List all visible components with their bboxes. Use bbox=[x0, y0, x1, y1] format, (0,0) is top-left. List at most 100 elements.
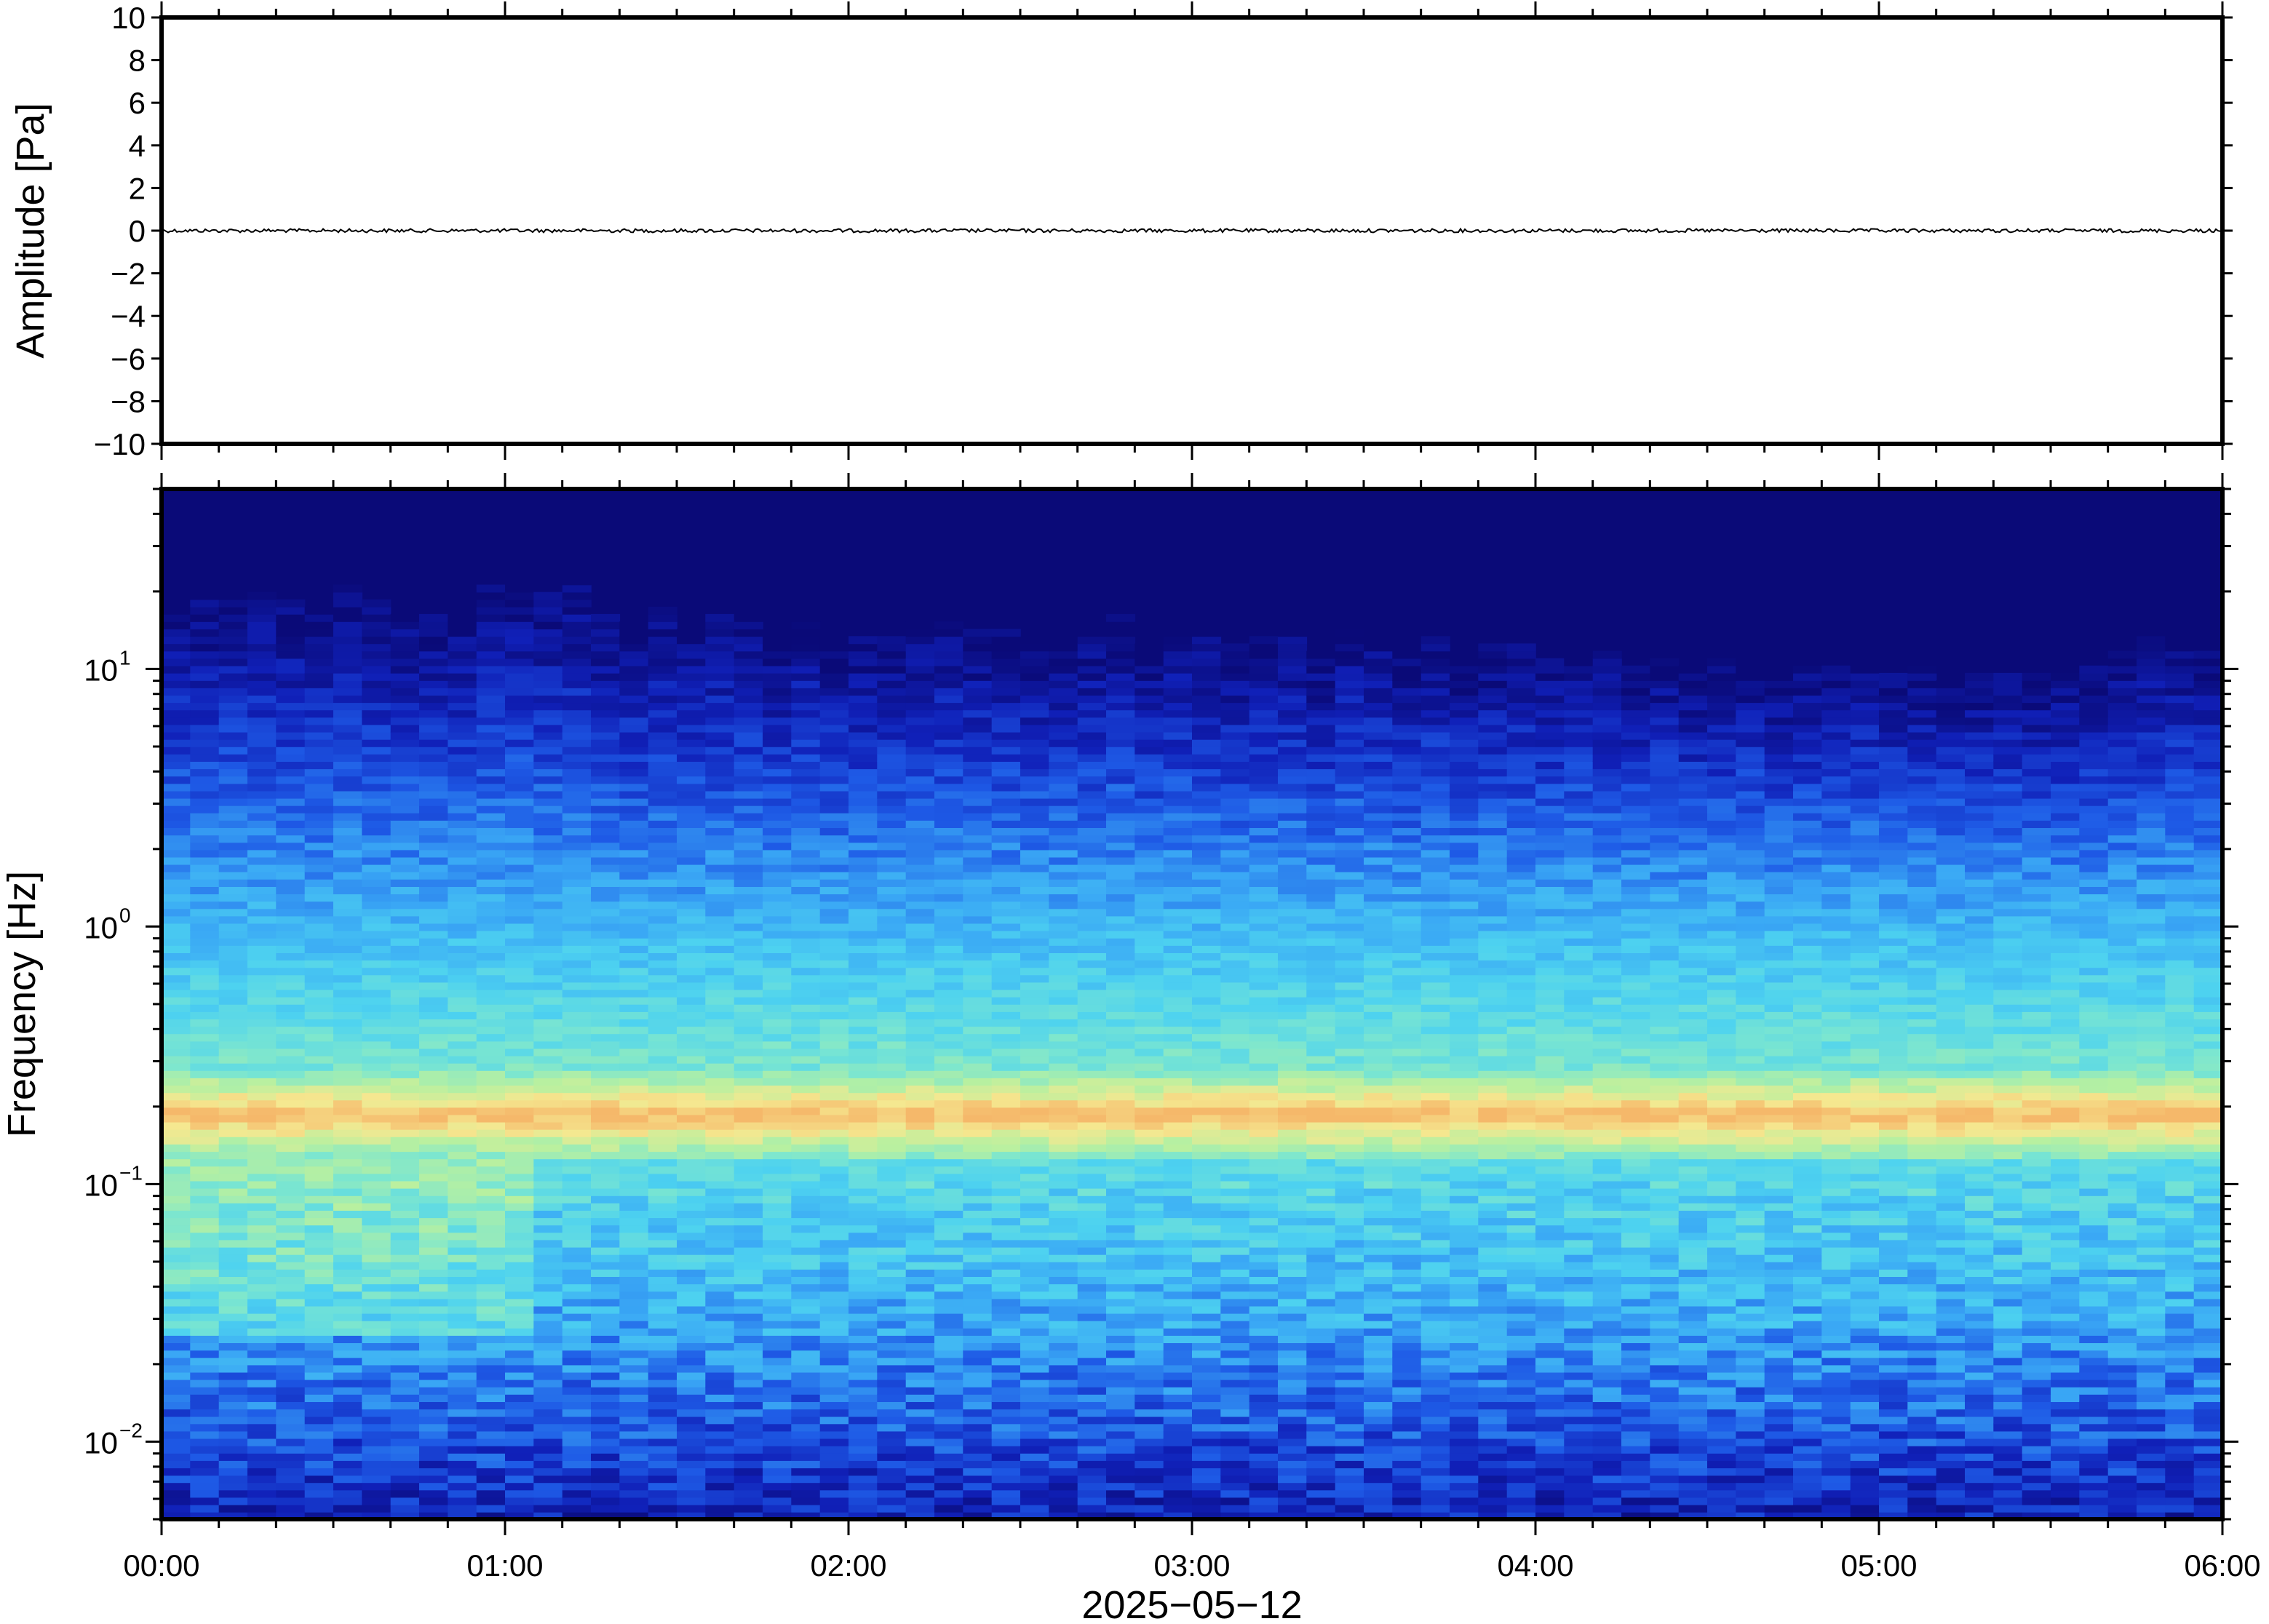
spectrogram-cell bbox=[1134, 805, 1164, 813]
spectrogram-cell bbox=[304, 856, 334, 865]
spectrogram-cell bbox=[1106, 747, 1136, 755]
spectrogram-cell bbox=[533, 915, 563, 924]
spectrogram-cell bbox=[677, 1232, 707, 1241]
spectrogram-cell bbox=[533, 621, 563, 629]
spectrogram-cell bbox=[934, 1144, 964, 1153]
spectrogram-cell bbox=[734, 1372, 763, 1380]
spectrogram-cell bbox=[1077, 672, 1107, 681]
spectrogram-cell bbox=[791, 1078, 821, 1086]
spectrogram-cell bbox=[677, 813, 707, 821]
spectrogram-cell bbox=[333, 908, 363, 917]
spectrogram-cell bbox=[619, 1320, 649, 1329]
spectrogram-cell bbox=[333, 599, 363, 608]
spectrogram-cell bbox=[849, 1460, 878, 1468]
spectrogram-cell bbox=[1134, 1386, 1164, 1395]
spectrogram-cell bbox=[1278, 1489, 1308, 1498]
spectrogram-cell bbox=[1220, 982, 1250, 990]
spectrogram-cell bbox=[505, 1254, 535, 1262]
spectrogram-cell bbox=[677, 996, 707, 1005]
spectrogram-cell bbox=[763, 1401, 792, 1410]
spectrogram-cell bbox=[419, 1004, 449, 1012]
spectrogram-cell bbox=[533, 835, 563, 843]
spectrogram-cell bbox=[304, 776, 334, 784]
spectrogram-cell bbox=[218, 1225, 248, 1233]
spectrogram-cell bbox=[619, 1217, 649, 1226]
spectrogram-cell bbox=[1106, 629, 1136, 637]
spectrogram-cell bbox=[734, 901, 763, 909]
spectrogram-cell bbox=[619, 1026, 649, 1035]
spectrogram-cell bbox=[734, 1357, 763, 1366]
spectrogram-cell bbox=[705, 901, 735, 909]
spectrogram-cell bbox=[190, 1379, 220, 1388]
spectrogram-cell bbox=[562, 650, 592, 659]
spectrogram-cell bbox=[448, 1328, 477, 1336]
spectrogram-cell bbox=[1077, 665, 1107, 674]
spectrogram-cell bbox=[218, 695, 248, 704]
spectrogram-cell bbox=[162, 1055, 191, 1064]
spectrogram-cell bbox=[705, 1107, 735, 1115]
spectrogram-cell bbox=[162, 1033, 191, 1042]
spectrogram-cell bbox=[648, 709, 677, 718]
spectrogram-cell bbox=[1020, 1269, 1050, 1277]
spectrogram-cell bbox=[419, 1430, 449, 1439]
spectrogram-cell bbox=[190, 989, 220, 998]
spectrogram-cell bbox=[276, 1468, 306, 1476]
spectrogram-cell bbox=[819, 1283, 849, 1292]
spectrogram-cell bbox=[819, 1372, 849, 1380]
spectrogram-cell bbox=[276, 827, 306, 836]
spectrogram-cell bbox=[1220, 1107, 1250, 1115]
spectrogram-cell bbox=[991, 1203, 1021, 1211]
spectrogram-cell bbox=[448, 1225, 477, 1233]
spectrogram-cell bbox=[1249, 813, 1279, 821]
spectrogram-cell bbox=[1049, 879, 1078, 887]
spectrogram-cell bbox=[1220, 1040, 1250, 1049]
spectrogram-cell bbox=[448, 1438, 477, 1446]
spectrogram-cell bbox=[448, 871, 477, 880]
spectrogram-cell bbox=[1220, 886, 1250, 895]
spectrogram-cell bbox=[734, 1445, 763, 1454]
spectrogram-cell bbox=[533, 1350, 563, 1358]
spectrogram-cell bbox=[905, 1475, 935, 1484]
spectrogram-cell bbox=[247, 636, 277, 645]
spectrogram-cell bbox=[934, 967, 964, 976]
spectrogram-cell bbox=[419, 1328, 449, 1336]
spectrogram-cell bbox=[991, 1298, 1021, 1307]
spectrogram-cell bbox=[505, 1262, 535, 1270]
spectrogram-cell bbox=[562, 592, 592, 600]
spectrogram-cell bbox=[448, 1511, 477, 1519]
spectrogram-cell bbox=[734, 1254, 763, 1262]
spectrogram-cell bbox=[1192, 1372, 1222, 1380]
spectrogram-cell bbox=[1278, 1166, 1308, 1174]
spectrogram-cell bbox=[591, 761, 621, 770]
spectrogram-cell bbox=[533, 1114, 563, 1123]
spectrogram-cell bbox=[1134, 1350, 1164, 1358]
spectrogram-cell bbox=[1106, 1217, 1136, 1226]
spectrogram-cell bbox=[218, 1026, 248, 1035]
spectrogram-cell bbox=[677, 1099, 707, 1108]
spectrogram-cell bbox=[304, 1305, 334, 1314]
spectrogram-cell bbox=[362, 1151, 392, 1160]
spectrogram-cell bbox=[1106, 996, 1136, 1005]
spectrogram-cell bbox=[419, 915, 449, 924]
spectrogram-cell bbox=[476, 1085, 506, 1094]
spectrogram-cell bbox=[763, 1062, 792, 1071]
spectrogram-cell bbox=[591, 901, 621, 909]
spectrogram-cell bbox=[505, 1269, 535, 1277]
spectrogram-cell bbox=[877, 1460, 907, 1468]
spectrogram-cell bbox=[190, 1137, 220, 1145]
spectrogram-cell bbox=[905, 996, 935, 1005]
spectrogram-cell bbox=[333, 915, 363, 924]
spectrogram-cell bbox=[1106, 1409, 1136, 1417]
spectrogram-cell bbox=[448, 636, 477, 645]
spectrogram-cell bbox=[362, 849, 392, 858]
spectrogram-cell bbox=[276, 989, 306, 998]
spectrogram-cell bbox=[419, 1203, 449, 1211]
spectrogram-cell bbox=[476, 1099, 506, 1108]
spectrogram-cell bbox=[991, 1291, 1021, 1299]
spectrogram-cell bbox=[505, 1475, 535, 1484]
spectrogram-cell bbox=[162, 797, 191, 806]
spectrogram-cell bbox=[849, 672, 878, 681]
spectrogram-cell bbox=[1249, 974, 1279, 983]
spectrogram-cell bbox=[734, 886, 763, 895]
spectrogram-cell bbox=[1249, 1239, 1279, 1248]
